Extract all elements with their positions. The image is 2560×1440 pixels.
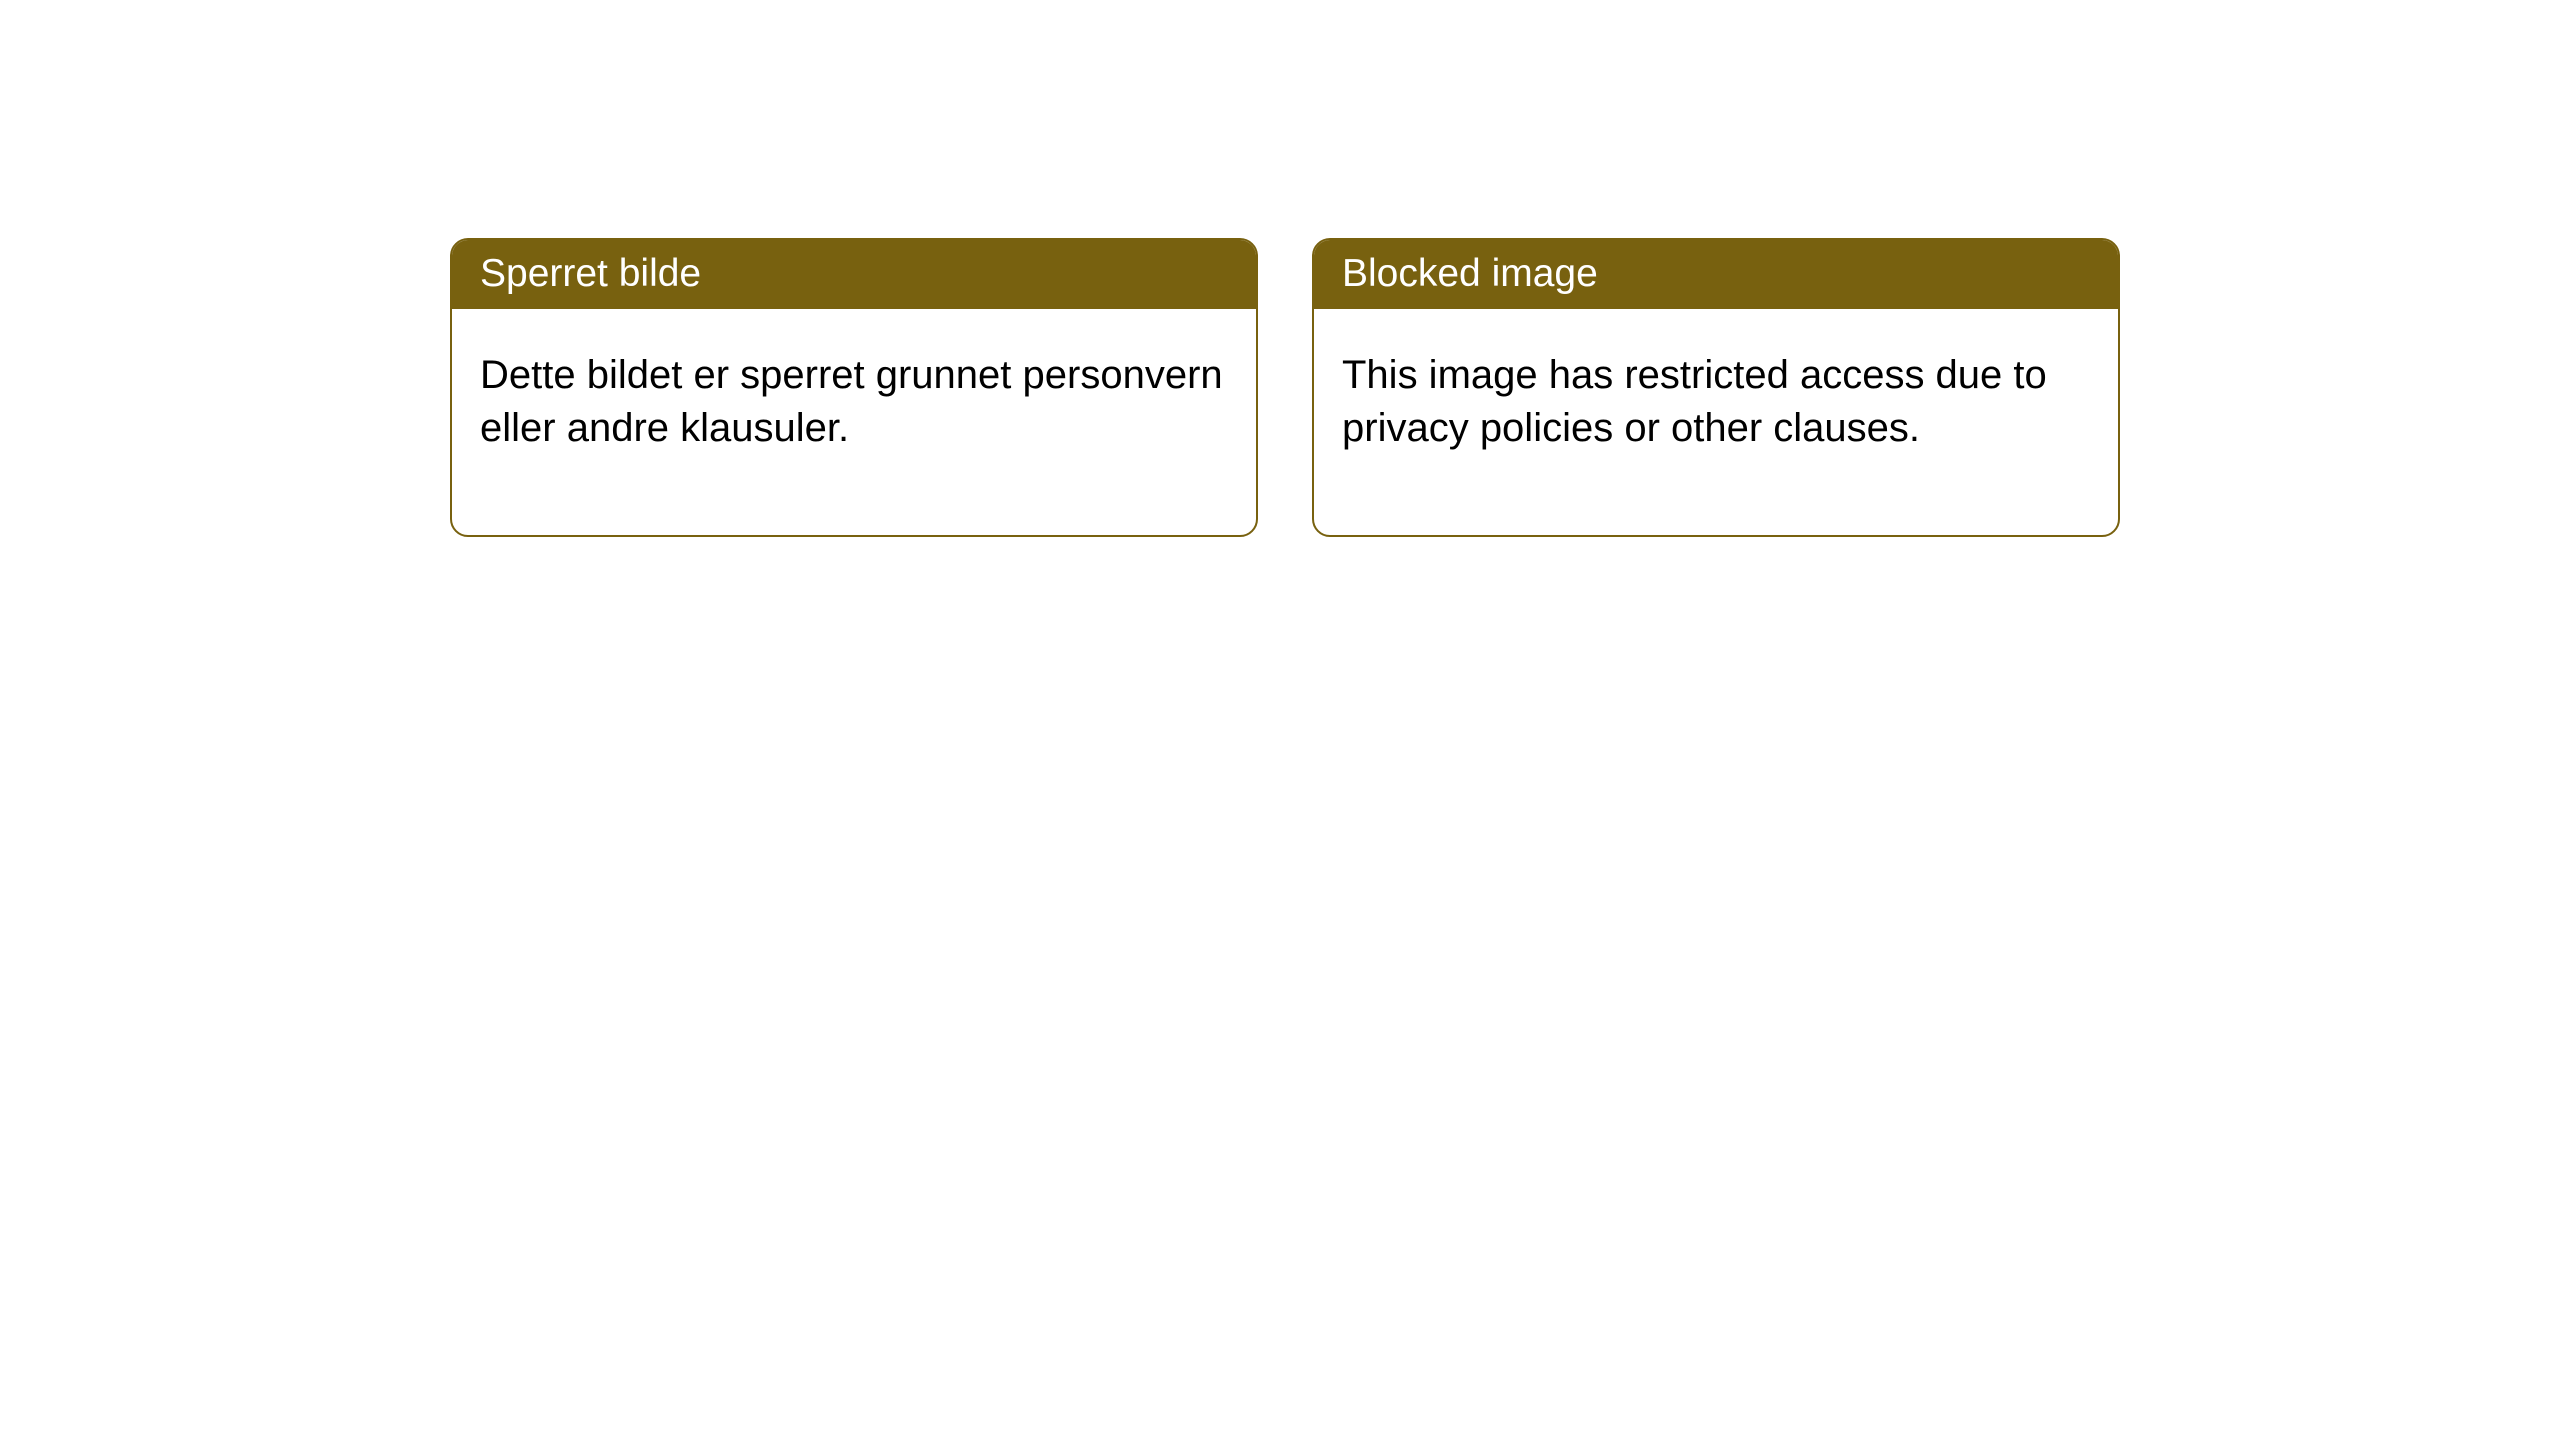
notice-card-body: Dette bildet er sperret grunnet personve… bbox=[452, 309, 1256, 535]
notice-card-header: Blocked image bbox=[1314, 240, 2118, 309]
notice-card-title: Sperret bilde bbox=[480, 252, 701, 295]
notice-card-title: Blocked image bbox=[1342, 252, 1598, 295]
notice-card-body: This image has restricted access due to … bbox=[1314, 309, 2118, 535]
notice-card-en: Blocked image This image has restricted … bbox=[1312, 238, 2120, 537]
notice-card-no: Sperret bilde Dette bildet er sperret gr… bbox=[450, 238, 1258, 537]
notice-card-text: Dette bildet er sperret grunnet personve… bbox=[480, 353, 1223, 450]
notice-card-header: Sperret bilde bbox=[452, 240, 1256, 309]
notice-card-text: This image has restricted access due to … bbox=[1342, 353, 2047, 450]
notice-container: Sperret bilde Dette bildet er sperret gr… bbox=[0, 0, 2560, 537]
